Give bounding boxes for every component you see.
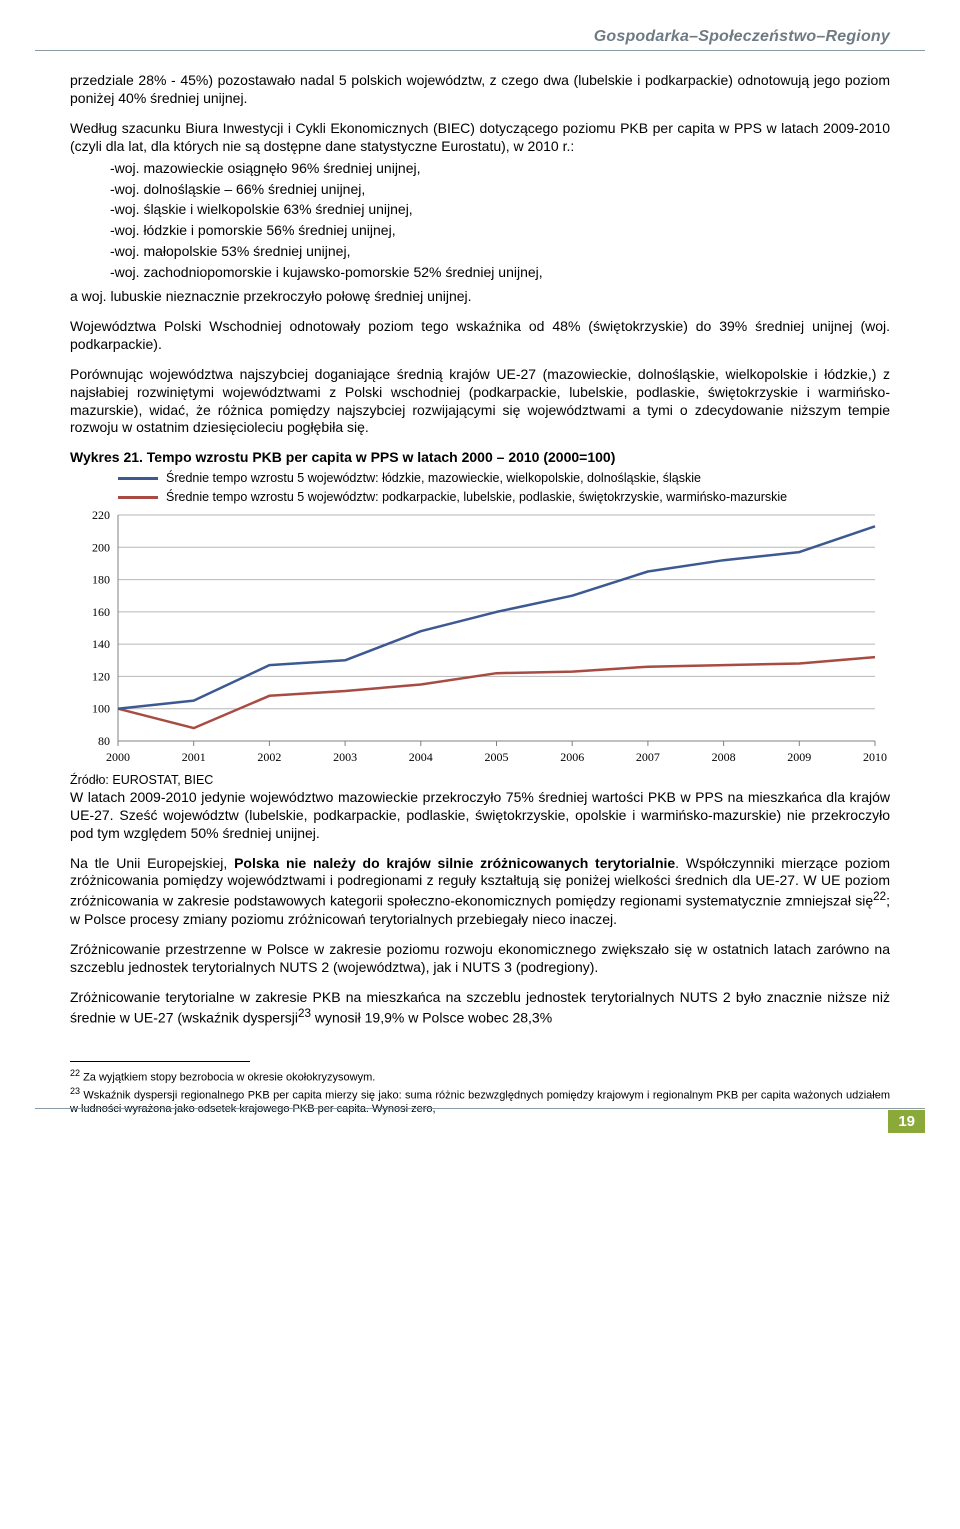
bullet-list: -woj. mazowieckie osiągnęło 96% średniej… (70, 159, 890, 282)
page-number: 19 (888, 1110, 925, 1133)
list-item: -woj. małopolskie 53% średniej unijnej, (110, 242, 890, 261)
line-chart: 80 100 120 140 160 180 200 220 2000 2001 2002 2003 2… (70, 509, 890, 769)
paragraph-6: W latach 2009-2010 jedynie województwo m… (70, 789, 890, 843)
chart-svg: 80 100 120 140 160 180 200 220 2000 2001 2002 2003 2… (70, 509, 890, 769)
svg-text:2004: 2004 (409, 750, 433, 764)
legend-swatch-1 (118, 477, 158, 480)
svg-text:2009: 2009 (787, 750, 811, 764)
legend-swatch-2 (118, 496, 158, 499)
footnote-22: 22 Za wyjątkiem stopy bezrobocia w okres… (70, 1068, 890, 1085)
legend-row-1: Średnie tempo wzrostu 5 województw: łódz… (118, 469, 890, 488)
list-item: -woj. łódzkie i pomorskie 56% średniej u… (110, 221, 890, 240)
paragraph-2: Według szacunku Biura Inwestycji i Cykli… (70, 120, 890, 156)
legend-row-2: Średnie tempo wzrostu 5 województw: podk… (118, 488, 890, 507)
footnote-22-text: Za wyjątkiem stopy bezrobocia w okresie … (83, 1072, 375, 1084)
page-header: Gospodarka–Społeczeństwo–Regiony (70, 28, 890, 54)
svg-text:2002: 2002 (257, 750, 281, 764)
chart-title-prefix: Wykres 21. (70, 449, 143, 465)
svg-text:140: 140 (92, 637, 110, 651)
svg-text:220: 220 (92, 509, 110, 522)
list-item: -woj. dolnośląskie – 66% średniej unijne… (110, 180, 890, 199)
footnote-rule (70, 1061, 250, 1062)
svg-text:2007: 2007 (636, 750, 660, 764)
list-item: -woj. śląskie i wielkopolskie 63% średni… (110, 200, 890, 219)
footnote-ref-23: 23 (298, 1007, 311, 1020)
paragraph-7: Na tle Unii Europejskiej, Polska nie nal… (70, 855, 890, 929)
svg-text:2001: 2001 (182, 750, 206, 764)
svg-text:200: 200 (92, 540, 110, 554)
chart-legend: Średnie tempo wzrostu 5 województw: łódz… (118, 469, 890, 507)
header-rule (35, 50, 925, 51)
footer-rule (35, 1108, 925, 1109)
svg-text:2000: 2000 (106, 750, 130, 764)
footnote-23-text: Wskaźnik dyspersji regionalnego PKB per … (70, 1089, 890, 1115)
chart-source: Źródło: EUROSTAT, BIEC (70, 773, 890, 787)
svg-text:2006: 2006 (560, 750, 584, 764)
footnote-23: 23 Wskaźnik dyspersji regionalnego PKB p… (70, 1086, 890, 1117)
svg-text:2008: 2008 (712, 750, 736, 764)
list-item: -woj. zachodniopomorskie i kujawsko-pomo… (110, 263, 890, 282)
list-item: -woj. mazowieckie osiągnęło 96% średniej… (110, 159, 890, 178)
legend-label-1: Średnie tempo wzrostu 5 województw: łódz… (166, 469, 701, 488)
svg-text:80: 80 (98, 734, 110, 748)
paragraph-9: Zróżnicowanie terytorialne w zakresie PK… (70, 989, 890, 1027)
paragraph-1: przedziale 28% - 45%) pozostawało nadal … (70, 72, 890, 108)
chart-title: Wykres 21. Tempo wzrostu PKB per capita … (70, 449, 890, 465)
svg-text:180: 180 (92, 572, 110, 586)
paragraph-5: Porównując województwa najszybciej dogan… (70, 366, 890, 438)
svg-text:2003: 2003 (333, 750, 357, 764)
svg-text:120: 120 (92, 669, 110, 683)
svg-text:100: 100 (92, 702, 110, 716)
chart-title-text: Tempo wzrostu PKB per capita w PPS w lat… (147, 449, 616, 465)
p7-part-a: Na tle Unii Europejskiej, (70, 855, 234, 871)
svg-text:2005: 2005 (485, 750, 509, 764)
svg-text:2010: 2010 (863, 750, 887, 764)
p7-bold: Polska nie należy do krajów silnie zróżn… (234, 855, 675, 871)
footnote-ref-22: 22 (873, 890, 886, 903)
legend-label-2: Średnie tempo wzrostu 5 województw: podk… (166, 488, 787, 507)
header-title: Gospodarka–Społeczeństwo–Regiony (594, 28, 890, 46)
paragraph-4: Województwa Polski Wschodniej odnotowały… (70, 318, 890, 354)
svg-text:160: 160 (92, 605, 110, 619)
paragraph-8: Zróżnicowanie przestrzenne w Polsce w za… (70, 941, 890, 977)
p9-part-b: wynosił 19,9% w Polsce wobec 28,3% (311, 1009, 552, 1025)
paragraph-3: a woj. lubuskie nieznacznie przekroczyło… (70, 288, 890, 306)
